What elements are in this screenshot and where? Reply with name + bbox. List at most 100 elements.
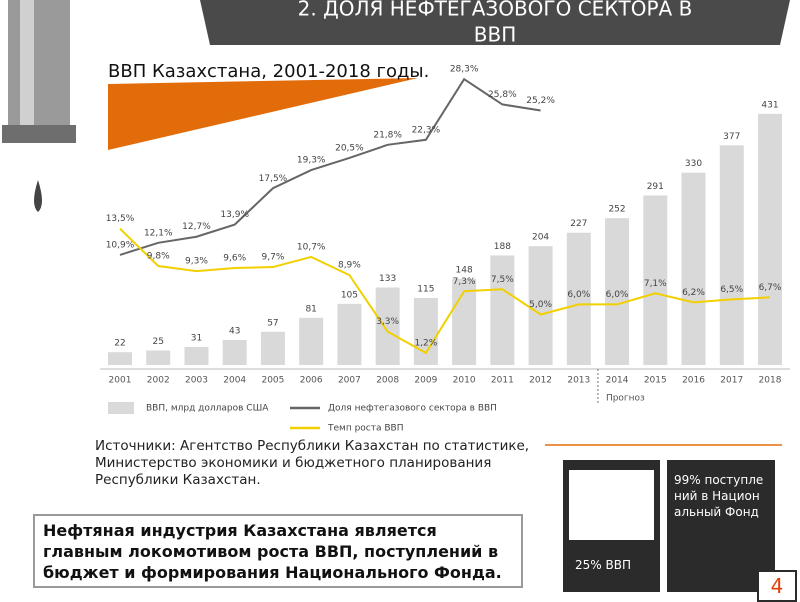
x-tick-label: 2012 <box>529 376 552 386</box>
line-label: 9,6% <box>223 254 246 264</box>
bar <box>413 297 438 365</box>
bar <box>758 113 782 365</box>
line-label: 22,3% <box>412 125 441 135</box>
bar <box>719 145 744 365</box>
line-label: 6,5% <box>720 285 743 295</box>
line-label: 20,5% <box>335 143 364 153</box>
line-label: 7,3% <box>453 277 476 287</box>
line-label: 19,3% <box>297 156 326 166</box>
bar-label: 105 <box>341 290 358 300</box>
x-tick-label: 2007 <box>338 376 361 386</box>
line-label: 9,3% <box>185 257 208 267</box>
x-tick-label: 2013 <box>567 376 590 386</box>
sources: Источники: Агентство Республики Казахста… <box>95 438 529 489</box>
callout-text: 25% ВВП <box>575 558 631 572</box>
line-label: 25,8% <box>488 90 517 100</box>
x-tick-label: 2011 <box>491 376 514 386</box>
x-tick-label: 2006 <box>300 376 323 386</box>
bar <box>528 246 553 365</box>
pipe-highlight <box>20 0 34 140</box>
x-tick-label: 2005 <box>261 376 284 386</box>
callout-text: 99% поступлений в Национальный Фонд <box>674 473 764 519</box>
bar-label: 133 <box>379 274 396 284</box>
x-tick-label: 2017 <box>720 376 743 386</box>
bar <box>299 317 324 365</box>
line-label: 10,7% <box>297 242 326 252</box>
line-label: 3,3% <box>376 317 399 327</box>
bar-label: 25 <box>153 337 164 347</box>
x-tick-label: 2002 <box>147 376 170 386</box>
bar <box>260 331 285 365</box>
bar-label: 81 <box>305 304 316 314</box>
line-label: 10,9% <box>106 240 135 250</box>
line-label: 7,5% <box>491 275 514 285</box>
legend-swatch <box>108 402 134 414</box>
pipe <box>8 0 70 140</box>
bar-label: 431 <box>761 100 778 110</box>
bar-label: 115 <box>417 284 434 294</box>
bar <box>184 346 209 365</box>
bar-label: 31 <box>191 333 202 343</box>
bar <box>490 255 515 365</box>
bar-label: 291 <box>647 182 664 192</box>
line-label: 6,2% <box>682 288 705 298</box>
x-tick-label: 2015 <box>644 376 667 386</box>
x-tick-label: 2009 <box>414 376 437 386</box>
line-label: 9,7% <box>262 253 285 263</box>
line-series <box>119 77 541 256</box>
bar-label: 227 <box>570 219 587 229</box>
highlight-box: Нефтяная индустрия Казахстана является г… <box>33 514 523 588</box>
line-label: 12,7% <box>182 222 211 232</box>
bar-label: 148 <box>456 265 473 275</box>
sources-line: Министерство экономики и бюджетного план… <box>95 455 492 471</box>
header-title: ВВП <box>474 23 516 47</box>
bar <box>566 232 591 365</box>
line-label: 5,0% <box>529 300 552 310</box>
bar <box>375 287 400 365</box>
x-tick-label: 2010 <box>453 376 476 386</box>
x-tick-label: 2016 <box>682 376 705 386</box>
bar-label: 57 <box>267 318 278 328</box>
line-series <box>119 227 771 355</box>
line-label: 25,2% <box>526 96 555 106</box>
bar-label: 330 <box>685 159 702 169</box>
x-tick-label: 2003 <box>185 376 208 386</box>
line-label: 28,3% <box>450 65 479 75</box>
bar-label: 22 <box>114 339 125 349</box>
line-label: 12,1% <box>144 228 173 238</box>
line-label: 1,2% <box>414 338 437 348</box>
line-label: 9,8% <box>147 252 170 262</box>
line-label: 6,0% <box>606 290 629 300</box>
bar <box>146 350 171 365</box>
bar <box>222 339 247 365</box>
sources-line: Источники: Агентство Республики Казахста… <box>95 438 530 454</box>
x-tick-label: 2014 <box>606 376 629 386</box>
line-label: 7,1% <box>644 279 667 289</box>
x-tick-label: 2018 <box>759 376 782 386</box>
line-label: 13,9% <box>220 210 249 220</box>
x-tick-label: 2004 <box>223 376 246 386</box>
pipe-flange <box>2 125 76 143</box>
legend-label: Доля нефтегазового сектора в ВВП <box>328 404 497 414</box>
highlight-line: бюджет и формирования Национального Фонд… <box>43 563 502 582</box>
bar-label: 43 <box>229 326 240 336</box>
callout-fill <box>569 470 654 540</box>
legend-label: ВВП, млрд долларов США <box>146 404 269 414</box>
bar-label: 204 <box>532 233 549 243</box>
bar-label: 377 <box>723 132 740 142</box>
header-box <box>200 0 790 45</box>
x-tick-label: 2001 <box>109 376 132 386</box>
forecast-label: Прогноз <box>606 394 645 404</box>
header-title: 2. ДОЛЯ НЕФТЕГАЗОВОГО СЕКТОРА В <box>298 0 693 21</box>
x-tick-label: 2008 <box>376 376 399 386</box>
bar <box>681 172 706 365</box>
bar <box>605 218 630 365</box>
bar <box>643 195 668 365</box>
oil-drop <box>34 180 42 212</box>
bar <box>337 303 362 365</box>
title-wedge <box>108 78 418 150</box>
highlight-line: главным локомотивом роста ВВП, поступлен… <box>43 542 499 561</box>
chart-title: ВВП Казахстана, 2001-2018 годы. <box>108 61 429 82</box>
